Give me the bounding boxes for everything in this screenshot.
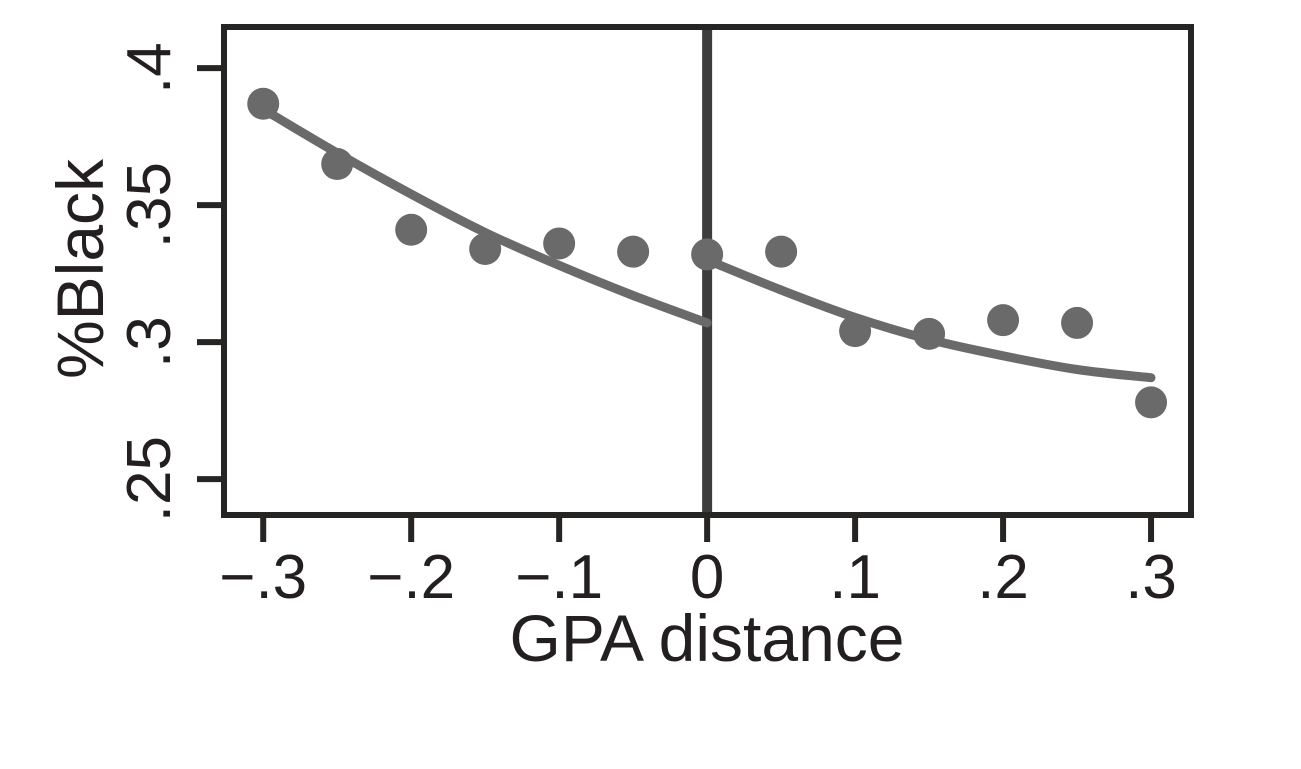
y-tick-label: .4 [115,42,184,94]
data-point [247,87,280,120]
data-point [1135,386,1168,419]
data-point [691,238,724,271]
x-tick-label: −.3 [219,543,307,612]
x-tick-label: −.2 [367,543,455,612]
y-tick-label: .25 [115,436,184,522]
y-axis-title: %Black [43,158,117,380]
data-point [1061,306,1094,339]
data-point [839,315,872,348]
data-point [395,213,428,246]
plot-frame [221,24,1194,518]
data-point [765,235,798,268]
x-tick-label: .2 [977,543,1029,612]
data-point [913,317,946,350]
data-point [469,232,502,265]
data-point [987,304,1020,337]
x-tick-label: 0 [690,543,724,612]
x-tick-label: .1 [829,543,881,612]
x-tick-label: −.1 [515,543,603,612]
x-axis-title: GPA distance [509,601,905,675]
data-point [321,148,354,181]
x-tick-label: .3 [1125,543,1177,612]
data-point [617,235,650,268]
data-point [543,227,576,260]
y-tick-label: .35 [115,162,184,248]
y-tick-label: .3 [115,316,184,368]
